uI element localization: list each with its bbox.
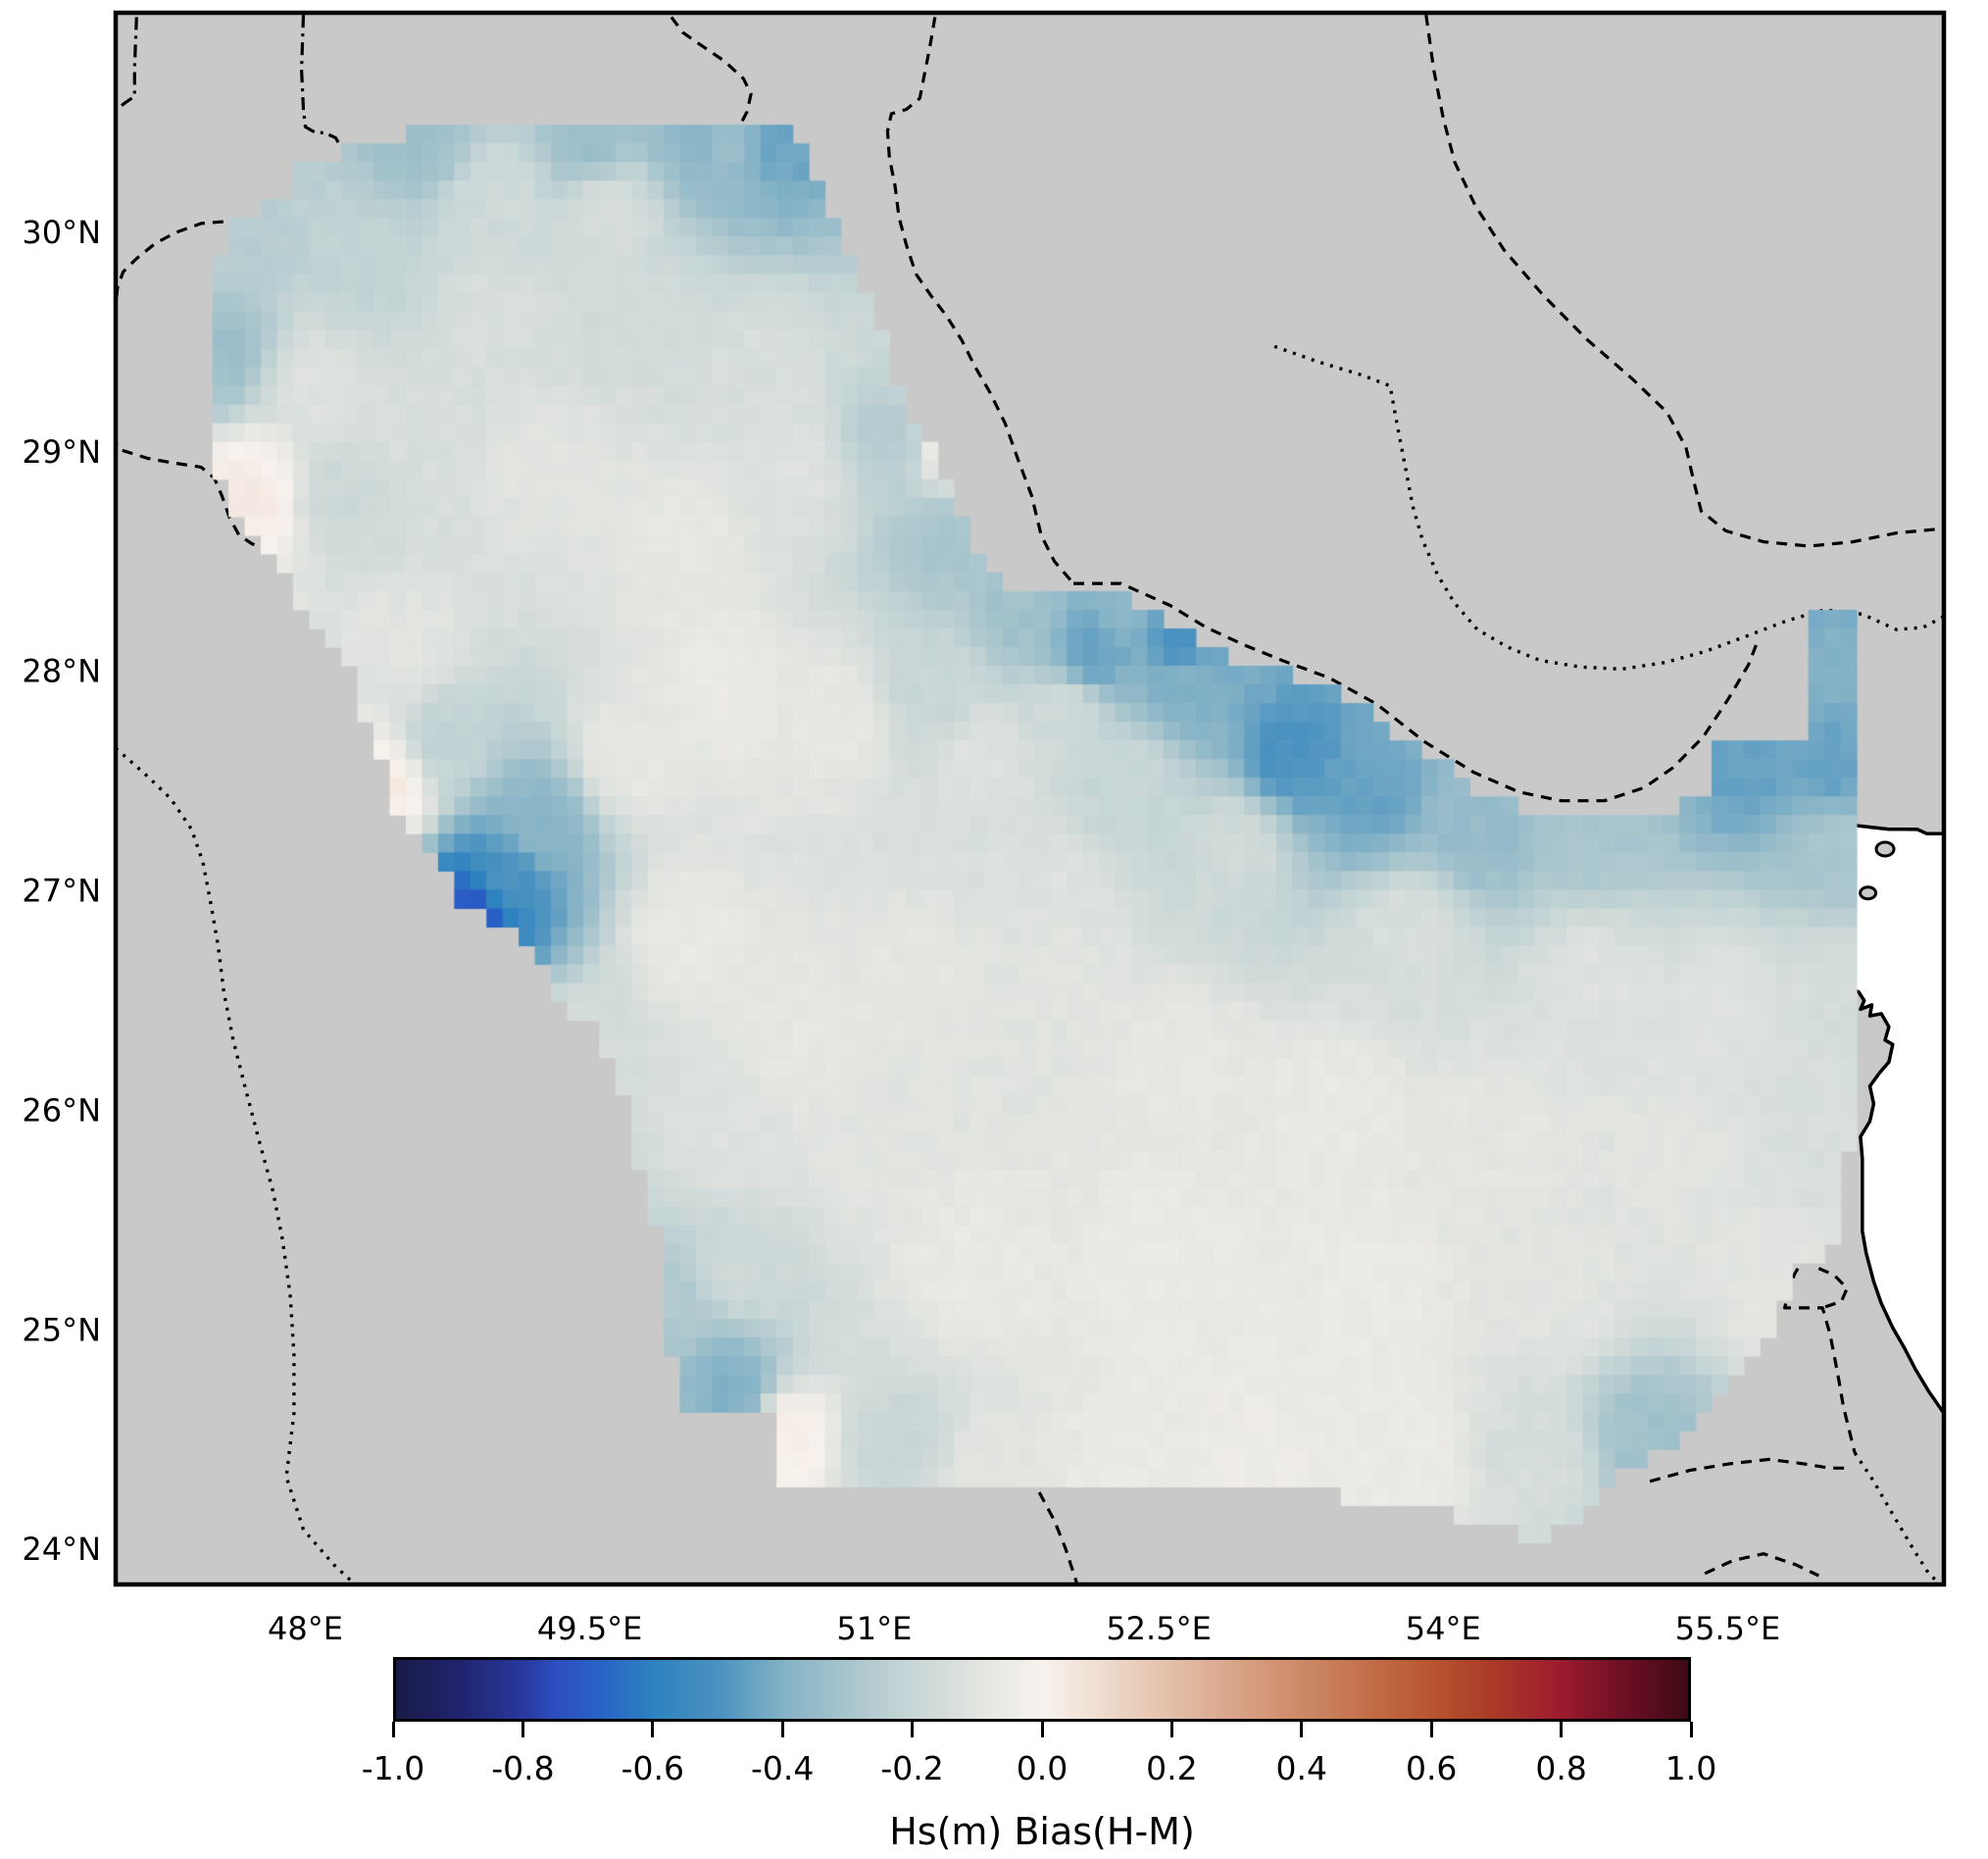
- colorbar-tick: [1040, 1722, 1044, 1737]
- colorbar-tick-label: 0.8: [1535, 1749, 1587, 1787]
- colorbar-tick: [1560, 1722, 1564, 1737]
- colorbar-tick: [651, 1722, 655, 1737]
- y-tick-label: 28°N: [22, 653, 101, 690]
- x-tick-label: 49.5°E: [537, 1610, 642, 1647]
- colorbar-tick-label: 0.2: [1146, 1749, 1198, 1787]
- colorbar-tick-label: 0.6: [1405, 1749, 1458, 1787]
- colorbar-tick: [1429, 1722, 1433, 1737]
- colorbar-tick-label: -0.4: [750, 1749, 815, 1787]
- colorbar-tick: [1689, 1722, 1693, 1737]
- colorbar-tick-label: -0.6: [621, 1749, 684, 1787]
- colorbar-tick-label: 0.0: [1016, 1749, 1069, 1787]
- x-tick-label: 52.5°E: [1106, 1610, 1211, 1647]
- colorbar-tick-label: -0.8: [491, 1749, 555, 1787]
- y-tick-label: 29°N: [22, 433, 101, 471]
- y-tick-label: 27°N: [22, 873, 101, 910]
- colorbar-tick-label: 1.0: [1665, 1749, 1717, 1787]
- colorbar-tick-label: 0.4: [1275, 1749, 1328, 1787]
- colorbar-gradient: [393, 1657, 1691, 1722]
- y-tick-label: 26°N: [22, 1091, 101, 1129]
- colorbar-tick: [911, 1722, 915, 1737]
- colorbar-tick: [521, 1722, 524, 1737]
- x-tick-label: 55.5°E: [1675, 1610, 1780, 1647]
- colorbar-tick-label: -0.2: [880, 1749, 944, 1787]
- colorbar-tick: [1300, 1722, 1304, 1737]
- colorbar-tick: [1169, 1722, 1173, 1737]
- x-tick-label: 51°E: [836, 1610, 912, 1647]
- colorbar: Hs(m) Bias(H-M) -1.0 -0.8 -0.6 -0.4 -0.2 0.0 0…: [0, 1657, 1988, 1859]
- colorbar-tick: [391, 1722, 395, 1737]
- map-frame: [113, 10, 1947, 1587]
- y-tick-label: 30°N: [22, 214, 101, 251]
- y-tick-label: 24°N: [22, 1531, 101, 1568]
- colorbar-tick: [780, 1722, 784, 1737]
- x-tick-label: 48°E: [268, 1610, 343, 1647]
- colorbar-label: Hs(m) Bias(H-M): [889, 1810, 1195, 1853]
- colorbar-tick-label: -1.0: [361, 1749, 425, 1787]
- y-tick-label: 25°N: [22, 1311, 101, 1348]
- x-tick-label: 54°E: [1406, 1610, 1481, 1647]
